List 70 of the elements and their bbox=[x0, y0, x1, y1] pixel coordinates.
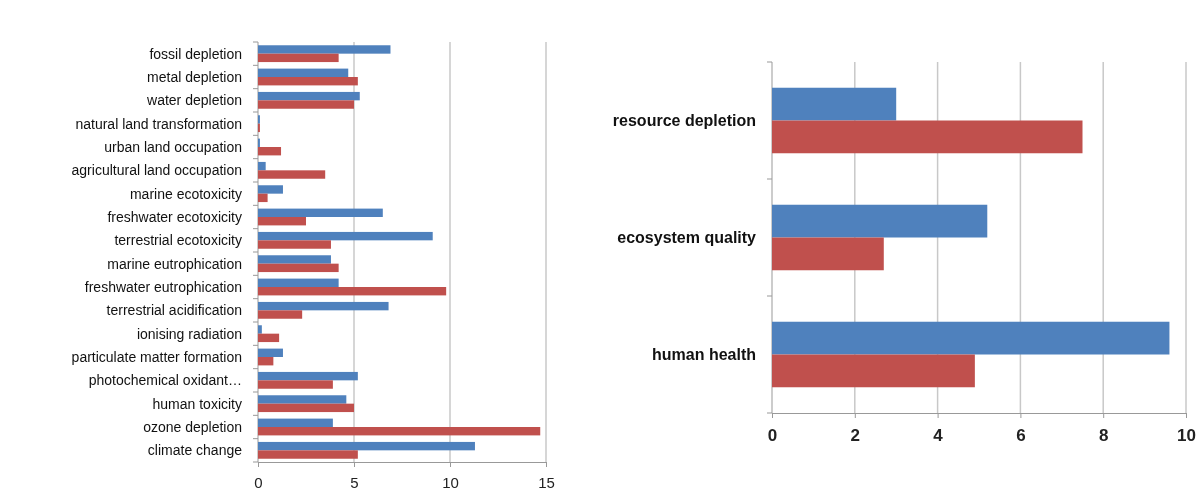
bar bbox=[258, 170, 326, 179]
bar bbox=[772, 354, 975, 388]
bar bbox=[258, 185, 283, 194]
bar bbox=[258, 91, 360, 101]
bar bbox=[258, 287, 447, 296]
bar bbox=[772, 120, 1083, 154]
bar bbox=[258, 450, 358, 459]
bar bbox=[772, 204, 988, 238]
y-tick-label: water depletion bbox=[146, 92, 242, 109]
y-tick-label: urban land occupation bbox=[104, 138, 242, 155]
y-tick-label: marine eutrophication bbox=[107, 255, 242, 272]
bar bbox=[258, 161, 266, 171]
bar bbox=[772, 321, 1170, 355]
x-tick-label: 5 bbox=[350, 474, 359, 491]
y-tick-label: terrestrial acidification bbox=[106, 302, 242, 319]
x-tick-label: 4 bbox=[933, 426, 944, 446]
bar bbox=[258, 68, 349, 77]
bar bbox=[258, 45, 391, 54]
bar bbox=[258, 333, 280, 343]
x-tick-label: 6 bbox=[1016, 426, 1026, 446]
y-tick-label: terrestrial ecotoxicity bbox=[114, 232, 242, 249]
bar bbox=[258, 240, 331, 249]
bar bbox=[258, 310, 303, 319]
bar bbox=[258, 403, 354, 413]
bar bbox=[258, 348, 283, 357]
bar bbox=[258, 427, 541, 436]
y-tick-label: resource depletion bbox=[612, 112, 756, 130]
y-tick-label: particulate matter formation bbox=[71, 348, 242, 365]
y-tick-label: ozone depletion bbox=[143, 418, 242, 435]
y-tick-label: natural land transformation bbox=[75, 115, 242, 132]
bar bbox=[258, 77, 358, 86]
bar bbox=[772, 87, 897, 121]
x-tick-label: 0 bbox=[254, 474, 263, 491]
bar bbox=[258, 325, 262, 334]
bar bbox=[258, 217, 306, 226]
bar bbox=[258, 371, 358, 381]
bar bbox=[772, 237, 884, 271]
bar bbox=[258, 418, 333, 427]
y-tick-label: fossil depletion bbox=[149, 45, 242, 62]
bar bbox=[258, 380, 333, 389]
y-tick-label: agricultural land occupation bbox=[71, 162, 242, 179]
y-tick-label: freshwater ecotoxicity bbox=[107, 208, 242, 225]
y-tick-label: human toxicity bbox=[152, 395, 242, 412]
y-tick-label: metal depletion bbox=[147, 68, 242, 85]
bar bbox=[258, 255, 331, 264]
x-tick-label: 15 bbox=[538, 474, 555, 491]
bar bbox=[258, 263, 339, 273]
y-tick-label: marine ecotoxicity bbox=[129, 185, 242, 202]
y-tick-label: ecosystem quality bbox=[617, 229, 757, 247]
bar bbox=[258, 100, 354, 109]
bar bbox=[258, 278, 339, 287]
x-tick-label: 10 bbox=[1177, 426, 1196, 446]
y-tick-label: ionising radiation bbox=[136, 325, 242, 342]
y-tick-label: photochemical oxidant… bbox=[88, 372, 242, 389]
bar bbox=[258, 208, 383, 217]
bar bbox=[258, 193, 268, 203]
x-tick-label: 0 bbox=[767, 426, 778, 446]
y-tick-label: climate change bbox=[147, 442, 243, 459]
y-tick-label: freshwater eutrophication bbox=[84, 278, 242, 295]
bar bbox=[258, 441, 475, 451]
x-tick-label: 8 bbox=[1098, 426, 1109, 446]
bar bbox=[258, 395, 347, 404]
bar bbox=[258, 147, 282, 156]
x-tick-label: 2 bbox=[850, 426, 861, 446]
bar bbox=[258, 231, 433, 241]
bar bbox=[258, 53, 339, 63]
y-tick-label: human health bbox=[651, 346, 756, 364]
x-tick-label: 10 bbox=[442, 474, 459, 491]
bar bbox=[258, 357, 274, 366]
bar bbox=[258, 301, 389, 311]
